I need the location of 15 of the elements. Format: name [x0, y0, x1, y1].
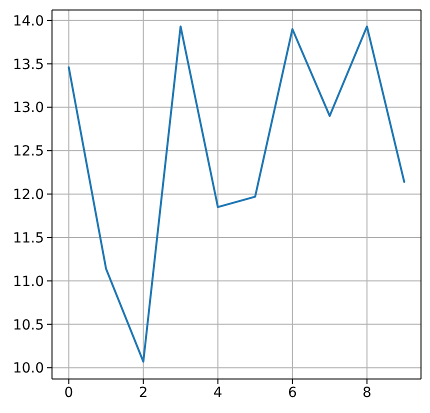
y-tick-label: 11.0: [12, 274, 44, 290]
x-tick-label: 6: [288, 384, 297, 401]
x-tick-label: 0: [64, 384, 74, 401]
y-tick-label: 12.5: [12, 144, 44, 160]
x-tick-label: 2: [138, 384, 148, 401]
y-tick-label: 11.5: [12, 230, 44, 246]
y-tick-label: 13.0: [12, 100, 44, 116]
line-series: [68, 25, 406, 363]
y-tick-label: 14.0: [12, 13, 44, 30]
x-tick-label: 4: [213, 384, 222, 401]
y-tick-label: 12.0: [12, 187, 44, 204]
y-tick-label: 10.5: [12, 317, 44, 334]
y-tick-label: 13.5: [12, 56, 44, 73]
y-tick-label: 10.0: [12, 360, 44, 377]
x-tick-label: 8: [362, 384, 372, 401]
